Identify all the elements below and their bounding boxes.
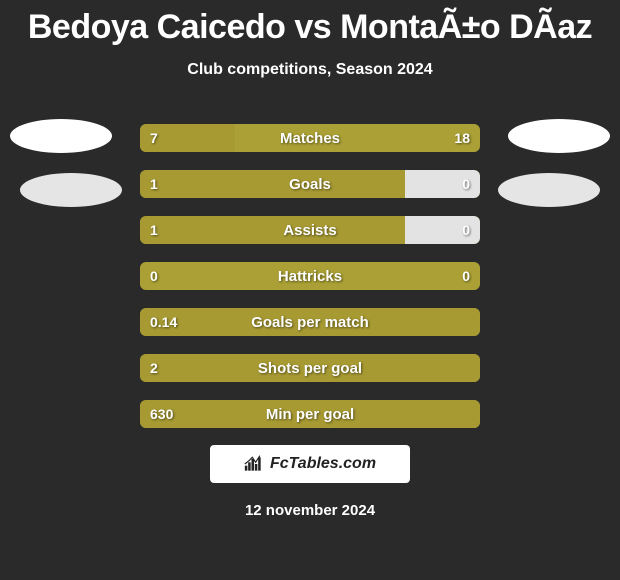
stat-label: Shots per goal xyxy=(140,354,480,382)
stat-row: 00Hattricks xyxy=(140,262,480,290)
stat-label: Matches xyxy=(140,124,480,152)
stats-bars-container: 718Matches 10Goals 10Assists 00Hattricks 0.1… xyxy=(140,124,480,446)
player-left-team-avatar xyxy=(20,173,122,207)
page-title: Bedoya Caicedo vs MontaÃ±o DÃ­az xyxy=(0,0,620,47)
date-label: 12 november 2024 xyxy=(0,502,620,519)
watermark-badge: FcTables.com xyxy=(210,445,410,483)
stat-label: Assists xyxy=(140,216,480,244)
watermark-text: FcTables.com xyxy=(270,455,376,473)
stat-row: 10Goals xyxy=(140,170,480,198)
stat-label: Hattricks xyxy=(140,262,480,290)
player-right-avatar xyxy=(508,119,610,153)
stat-row: 718Matches xyxy=(140,124,480,152)
stat-label: Min per goal xyxy=(140,400,480,428)
player-left-avatar xyxy=(10,119,112,153)
stat-label: Goals per match xyxy=(140,308,480,336)
bar-chart-icon xyxy=(244,455,264,473)
stat-label: Goals xyxy=(140,170,480,198)
page-subtitle: Club competitions, Season 2024 xyxy=(0,61,620,79)
stat-row: 630Min per goal xyxy=(140,400,480,428)
stat-row: 10Assists xyxy=(140,216,480,244)
stat-row: 0.14Goals per match xyxy=(140,308,480,336)
stat-row: 2Shots per goal xyxy=(140,354,480,382)
player-right-team-avatar xyxy=(498,173,600,207)
